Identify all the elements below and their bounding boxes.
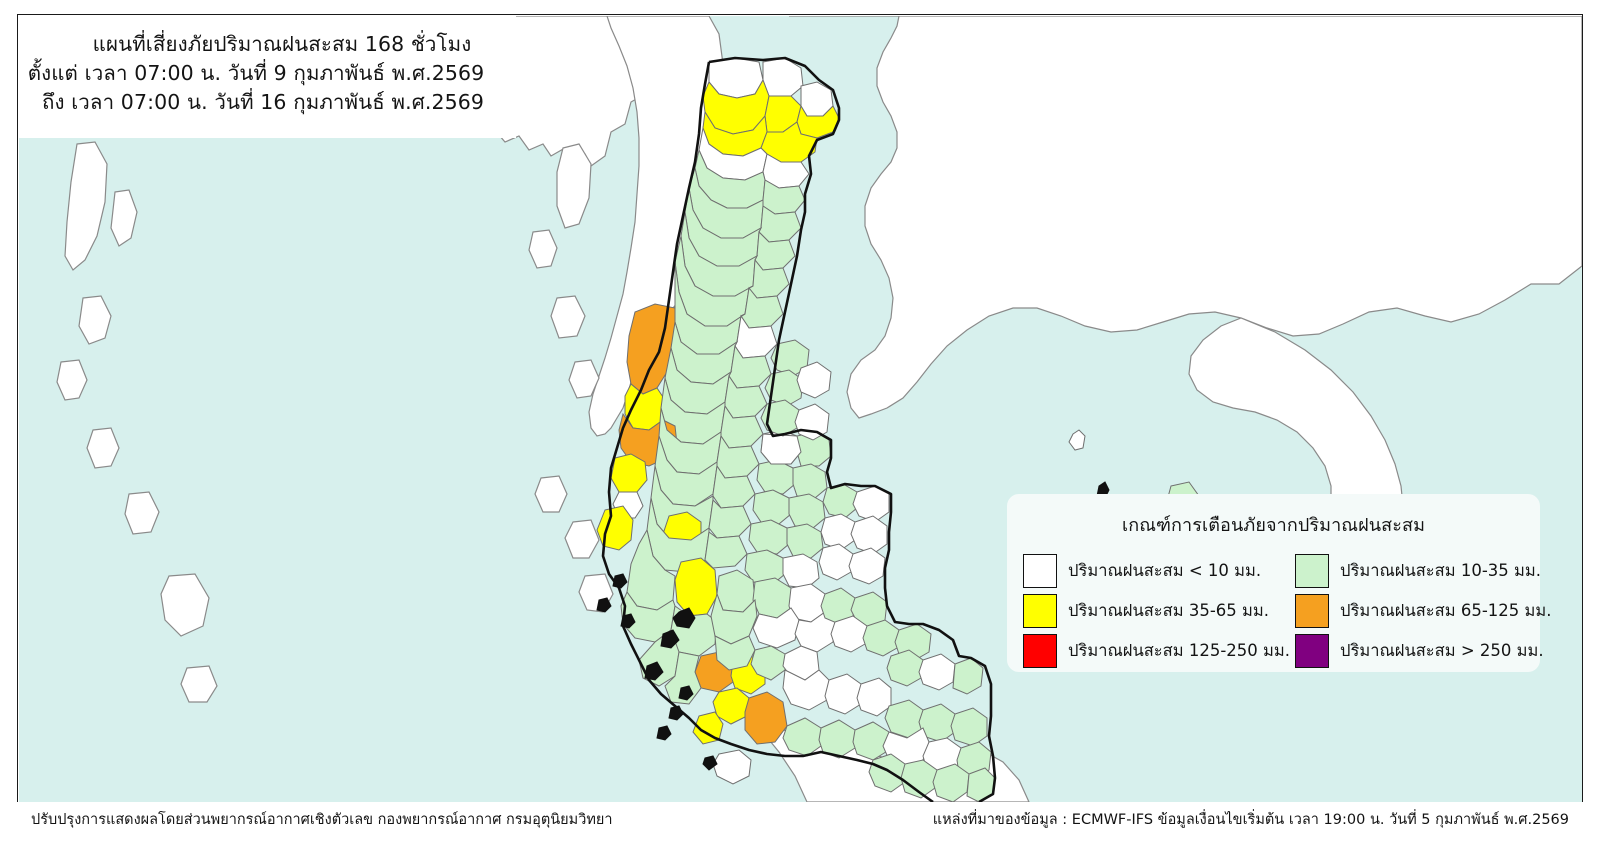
province-yellow[interactable] [595,504,634,551]
province[interactable] [819,512,855,551]
legend-swatch-lt10 [1023,554,1057,588]
title-line-3: ถึง เวลา 07:00 น. วันที่ 16 กุมภาพันธ์ พ… [41,89,485,114]
province[interactable] [795,360,832,399]
legend-item-65-125[interactable]: ปริมาณฝนสะสม 65-125 มม. [1295,591,1556,631]
province-yellow[interactable] [673,556,718,617]
legend-swatch-35-65 [1023,594,1057,628]
province[interactable] [703,530,748,569]
legend-label-35-65: ปริมาณฝนสะสม 35-65 มม. [1068,601,1270,620]
legend-label-gt250: ปริมาณฝนสะสม > 250 มม. [1340,641,1544,660]
province[interactable] [851,720,889,761]
province[interactable] [709,591,758,645]
legend-grid: ปริมาณฝนสะสม < 10 มม. ปริมาณฝนสะสม 10-35… [1007,551,1552,671]
legend-panel: เกณฑ์การเตือนภัยจากปริมาณฝนสะสม ปริมาณฝน… [1007,494,1552,672]
province[interactable] [707,498,752,539]
province[interactable] [823,672,861,715]
legend-item-125-250[interactable]: ปริมาณฝนสะสม 125-250 มม. [1023,631,1295,671]
province[interactable] [743,548,786,585]
legend-title: เกณฑ์การเตือนภัยจากปริมาณฝนสะสม [1121,515,1426,536]
province[interactable] [817,542,854,581]
province[interactable] [747,518,790,555]
province[interactable] [749,644,785,681]
province[interactable] [849,514,887,555]
province[interactable] [788,492,826,529]
legend-item-lt10[interactable]: ปริมาณฝนสะสม < 10 มม. [1023,551,1295,591]
legend-swatch-gt250 [1295,634,1329,668]
title-card: แผนที่เสี่ยงภัยปริมาณฝนสะสม 168 ชั่วโมง … [18,15,516,138]
legend-item-35-65[interactable]: ปริมาณฝนสะสม 35-65 มม. [1023,591,1295,631]
province-yellow[interactable] [711,686,750,725]
province-yellow[interactable] [609,452,648,492]
province[interactable] [949,706,987,747]
title-line-1: แผนที่เสี่ยงภัยปริมาณฝนสะสม 168 ชั่วโมง [92,31,472,56]
province[interactable] [847,546,886,585]
thailand-provinces[interactable] [595,56,996,802]
province[interactable] [793,610,836,653]
province[interactable] [817,718,855,759]
thai-islands [595,572,752,785]
footer-credit: ปรับปรุงการแสดงผลโดยส่วนพยากรณ์อากาศเชิง… [31,811,613,828]
province[interactable] [861,618,900,657]
legend-label-lt10: ปริมาณฝนสะสม < 10 มม. [1068,561,1262,580]
province[interactable] [751,606,800,649]
legend-swatch-10-35 [1295,554,1329,588]
legend-item-gt250[interactable]: ปริมาณฝนสะสม > 250 มม. [1295,631,1556,671]
province[interactable] [855,676,891,717]
title-line-2: ตั้งแต่ เวลา 07:00 น. วันที่ 9 กุมภาพันธ… [27,60,485,85]
province[interactable] [829,614,868,653]
province[interactable] [917,652,956,691]
footer-source: แหล่งที่มาของข้อมูล : ECMWF-IFS ข้อมูลเง… [932,811,1569,828]
province[interactable] [792,462,828,499]
province[interactable] [917,702,955,743]
legend-swatch-125-250 [1023,634,1057,668]
province[interactable] [821,482,857,519]
province[interactable] [931,762,970,802]
province[interactable] [759,432,802,464]
province[interactable] [893,622,932,661]
legend-item-10-35[interactable]: ปริมาณฝนสะสม 10-35 มม. [1295,551,1556,591]
province[interactable] [867,752,905,793]
province-krabi[interactable] [744,690,788,745]
province[interactable] [781,716,821,757]
legend-label-125-250: ปริมาณฝนสะสม 125-250 มม. [1068,641,1291,660]
province[interactable] [885,648,924,687]
footer-bar: ปรับปรุงการแสดงผลโดยส่วนพยากรณ์อากาศเชิง… [17,802,1583,836]
legend-swatch-65-125 [1295,594,1329,628]
province[interactable] [782,552,820,589]
province[interactable] [713,634,756,671]
province[interactable] [786,522,824,559]
legend-label-10-35: ปริมาณฝนสะสม 10-35 มม. [1340,561,1542,580]
legend-label-65-125: ปริมาณฝนสะสม 65-125 มม. [1340,601,1552,620]
province[interactable] [751,488,792,525]
